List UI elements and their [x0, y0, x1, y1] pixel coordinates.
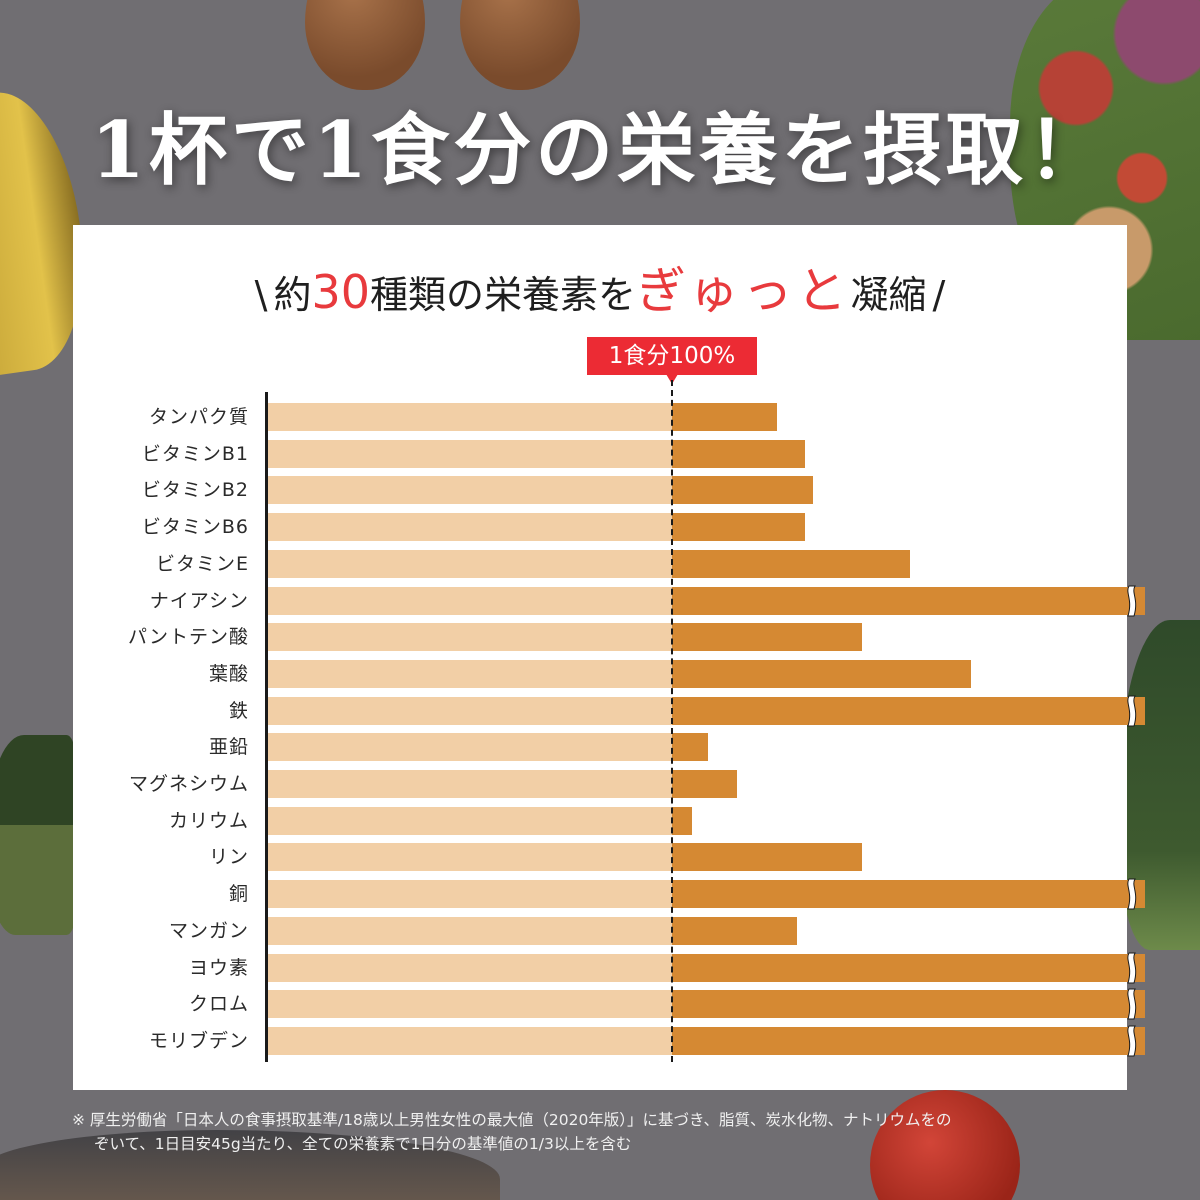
bar-row: カリウム — [73, 806, 1127, 835]
bar-excess — [672, 513, 806, 542]
bar-excess — [672, 916, 798, 945]
bar-row: ビタミンE — [73, 549, 1127, 578]
tomato-image — [870, 1090, 1020, 1200]
bar-base-100 — [268, 476, 672, 505]
reference-callout: 1食分100% — [587, 337, 757, 384]
broccoli-image — [0, 735, 75, 935]
bar-label: 鉄 — [228, 699, 249, 722]
subtitle-number: 30 — [311, 265, 371, 319]
bar-row: ビタミンB2 — [73, 476, 1127, 505]
bar-label: ビタミンB6 — [141, 516, 249, 539]
bar-base-100 — [268, 623, 672, 652]
bar-label: ナイアシン — [149, 589, 249, 612]
bar-row: 鉄 — [73, 695, 1145, 727]
bar-row: ヨウ素 — [73, 952, 1145, 983]
bar-row: リン — [73, 843, 1127, 872]
bar-excess — [672, 403, 778, 431]
bar-excess — [672, 439, 806, 468]
bar-label: ビタミンB1 — [141, 442, 249, 465]
axis-break-icon — [1127, 988, 1137, 1020]
bar-row: マンガン — [73, 916, 1127, 945]
bar-base-100 — [268, 439, 672, 468]
bar-base-100 — [268, 659, 672, 688]
bar-row: モリブデン — [73, 1025, 1145, 1057]
bar-row: タンパク質 — [73, 403, 1127, 431]
chart-card: \ 約30種類の栄養素をぎゅっと凝縮/ 1食分100% タンパク質ビタミンB1 ビタ… — [73, 225, 1145, 1090]
bar-excess — [672, 623, 862, 652]
bar-label: タンパク質 — [148, 406, 249, 428]
bar-base-100 — [268, 586, 672, 615]
bar-excess — [672, 476, 814, 505]
axis-break-icon — [1127, 585, 1137, 616]
bar-base-100 — [268, 733, 672, 762]
egg-image — [305, 0, 425, 90]
bar-row: ナイアシン — [73, 585, 1145, 616]
bar-label: カリウム — [168, 809, 249, 832]
reference-dashed-line — [671, 380, 673, 1062]
bar-base-100 — [268, 953, 672, 982]
chart-subtitle: \ 約30種類の栄養素をぎゅっと凝縮 / — [73, 251, 1127, 323]
bar-base-100 — [268, 513, 672, 542]
bar-excess — [672, 843, 862, 872]
bar-base-100 — [268, 1026, 672, 1055]
bar-excess — [672, 733, 709, 762]
bar-row: 銅 — [73, 878, 1145, 910]
bar-excess — [672, 952, 1145, 983]
axis-break-icon — [1127, 695, 1137, 727]
bar-excess — [672, 1025, 1145, 1057]
main-title: 1杯で1食分の栄養を摂取！ — [90, 105, 1110, 196]
bar-excess — [672, 549, 911, 578]
bar-excess — [672, 770, 737, 798]
bar-row: 葉酸 — [73, 659, 1127, 688]
bar-row: 亜鉛 — [73, 733, 1127, 762]
bar-row: クロム — [73, 988, 1145, 1020]
slash-left: \ — [254, 273, 268, 317]
bar-base-100 — [268, 696, 672, 725]
bar-label: リン — [208, 846, 249, 869]
bar-excess — [672, 585, 1145, 616]
footnote-line-1: ※ 厚生労働省「日本人の食事摂取基準/18歳以上男性女性の最大値（2020年版）… — [72, 1111, 952, 1129]
subtitle-text-3: 凝縮 — [850, 273, 927, 317]
bar-label: ヨウ素 — [188, 956, 249, 979]
bar-label: 亜鉛 — [208, 736, 249, 759]
slash-right: / — [932, 273, 946, 317]
bar-excess — [672, 988, 1145, 1020]
bar-base-100 — [268, 549, 672, 578]
bar-label: マンガン — [168, 919, 249, 942]
bar-excess — [672, 695, 1145, 727]
bar-base-100 — [268, 990, 672, 1019]
y-axis-line — [265, 392, 268, 1062]
bar-excess — [672, 659, 971, 688]
bar-label: クロム — [188, 993, 249, 1016]
footnote: ※ 厚生労働省「日本人の食事摂取基準/18歳以上男性女性の最大値（2020年版）… — [72, 1108, 1142, 1156]
subtitle-text-2: 種類の栄養素を — [370, 273, 637, 317]
subtitle-highlight: ぎゅっと — [636, 262, 851, 320]
bar-label: 銅 — [228, 883, 249, 906]
bar-base-100 — [268, 770, 672, 798]
egg-image — [460, 0, 580, 90]
bar-base-100 — [268, 916, 672, 945]
bar-row: パントテン酸 — [73, 623, 1127, 652]
bar-excess — [672, 806, 693, 835]
bar-label: ビタミンE — [155, 552, 249, 575]
bar-excess — [672, 878, 1145, 910]
axis-break-icon — [1127, 1025, 1137, 1057]
bar-base-100 — [268, 843, 672, 872]
axis-break-icon — [1127, 878, 1137, 910]
bar-label: マグネシウム — [128, 773, 249, 795]
bar-label: 葉酸 — [208, 662, 249, 685]
bar-base-100 — [268, 880, 672, 909]
bar-row: ビタミンB6 — [73, 513, 1127, 542]
footnote-line-2: ぞいて、1日目安45g当たり、全ての栄養素で1日分の基準値の1/3以上を含む — [94, 1135, 632, 1153]
bar-label: パントテン酸 — [128, 626, 249, 649]
bar-label: モリブデン — [148, 1029, 249, 1052]
bar-row: ビタミンB1 — [73, 439, 1127, 468]
subtitle-text-1: 約 — [273, 273, 312, 317]
bar-label: ビタミンB2 — [141, 479, 249, 502]
bar-base-100 — [268, 806, 672, 835]
bar-row: マグネシウム — [73, 770, 1127, 798]
bar-base-100 — [268, 403, 672, 431]
axis-break-icon — [1127, 952, 1137, 983]
